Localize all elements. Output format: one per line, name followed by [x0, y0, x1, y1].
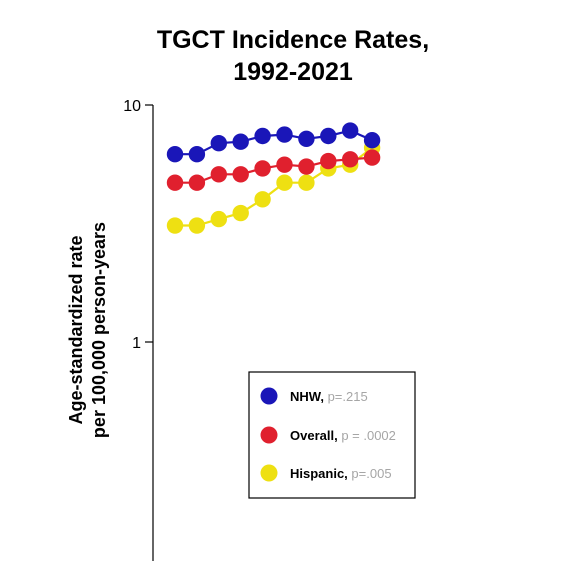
data-point — [188, 217, 206, 234]
chart-title-line-2: 1992-2021 — [233, 58, 353, 86]
legend-label: Overall, p = .0002 — [290, 428, 396, 443]
data-point — [188, 174, 206, 191]
series-line — [175, 146, 373, 227]
data-point — [166, 217, 184, 234]
data-point — [254, 160, 271, 177]
y-tick-label: 1 — [132, 335, 141, 352]
legend-items: NHW, p=.215 Overall, p = .0002 Hispanic, p… — [260, 387, 396, 482]
data-point — [232, 166, 249, 183]
data-point — [210, 166, 227, 183]
series-0 — [166, 122, 381, 163]
legend-marker — [260, 464, 278, 482]
series-layer — [166, 122, 381, 234]
legend-marker — [260, 426, 278, 444]
data-point — [210, 210, 227, 228]
legend-p-value: p=.005 — [351, 466, 391, 481]
data-point — [320, 152, 337, 170]
data-point — [188, 146, 206, 163]
series-line — [175, 156, 373, 184]
legend-series-name: NHW, — [290, 389, 328, 404]
series-line — [175, 129, 373, 156]
data-point — [254, 127, 271, 145]
data-point — [342, 122, 359, 139]
data-point — [232, 133, 249, 150]
legend-label: NHW, p=.215 — [290, 389, 368, 404]
data-point — [210, 134, 227, 152]
y-tick-label: 10 — [123, 98, 141, 115]
data-point — [298, 130, 315, 148]
data-point — [320, 127, 337, 145]
data-point — [298, 174, 315, 191]
chart-title-line-1: TGCT Incidence Rates, — [157, 26, 429, 54]
legend-series-name: Hispanic, — [290, 466, 351, 481]
data-point — [276, 156, 293, 173]
data-point — [276, 126, 293, 143]
data-point — [166, 174, 184, 191]
y-axis-label-line-1: Age-standardized rate — [66, 235, 86, 424]
legend-marker — [260, 387, 278, 405]
data-point — [363, 149, 381, 166]
data-point — [276, 174, 293, 191]
data-point — [254, 191, 271, 208]
series-1 — [166, 149, 381, 191]
data-point — [363, 132, 381, 149]
data-point — [298, 158, 315, 175]
y-axis-label-line-2: per 100,000 person-years — [89, 222, 109, 438]
data-point — [232, 204, 249, 222]
y-axis-ticks: 10 1 — [123, 98, 153, 352]
legend-label: Hispanic, p=.005 — [290, 466, 392, 481]
legend-p-value: p=.215 — [328, 389, 368, 404]
legend-p-value: p = .0002 — [341, 428, 396, 443]
legend: NHW, p=.215 Overall, p = .0002 Hispanic, p… — [248, 371, 416, 499]
legend-series-name: Overall, — [290, 428, 341, 443]
data-point — [166, 146, 184, 163]
data-point — [342, 151, 359, 168]
